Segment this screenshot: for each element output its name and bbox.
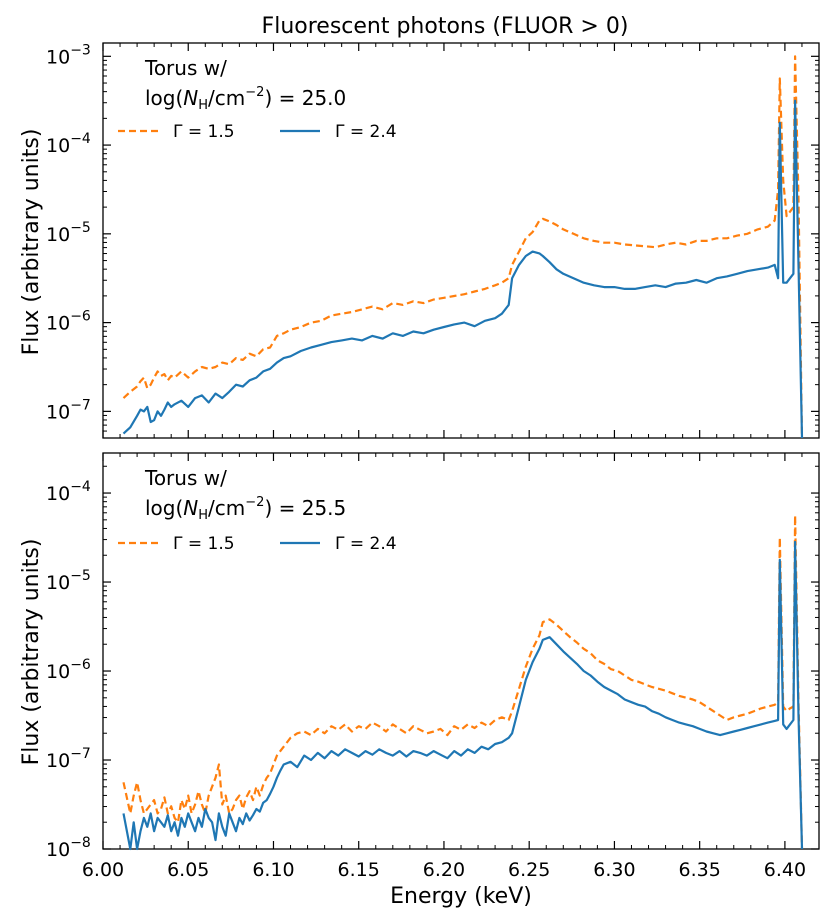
- bottom-panel-annotation: Torus w/ log(NH/cm−2) = 25.5: [144, 466, 346, 523]
- legend-label-gamma24: Γ = 2.4: [335, 534, 397, 554]
- annotation-line2: log(NH/cm−2) = 25.5: [145, 495, 346, 523]
- legend-label-gamma15: Γ = 1.5: [173, 534, 235, 554]
- legend-label-gamma15: Γ = 1.5: [173, 122, 235, 142]
- y-tick-label: 10−3: [46, 42, 91, 68]
- y-tick-label: 10−7: [46, 746, 91, 772]
- annotation-line1: Torus w/: [144, 56, 227, 80]
- series-gamma15-line: [122, 55, 804, 439]
- x-tick-label: 6.05: [167, 859, 209, 881]
- bottom-panel-lines: [122, 514, 804, 851]
- annotation-unit: /cm: [208, 86, 245, 110]
- series-gamma15-line: [122, 514, 804, 850]
- bottom-panel-legend: Γ = 1.5 Γ = 2.4: [118, 534, 397, 554]
- series-gamma24-line: [122, 99, 804, 439]
- annotation-value: ) = 25.5: [264, 496, 346, 520]
- annotation-sup: −2: [245, 85, 264, 100]
- x-tick-labels: 6.00 6.05 6.10 6.15 6.20 6.25 6.30 6.35 6.40: [82, 859, 806, 881]
- x-axis-label: Energy (keV): [390, 884, 532, 909]
- annotation-unit: /cm: [208, 496, 245, 520]
- x-tick-label: 6.40: [764, 859, 806, 881]
- top-panel-ticks: 10−7 10−6 10−5 10−4 10−3: [46, 42, 820, 438]
- x-tick-label: 6.35: [679, 859, 721, 881]
- bottom-panel-ylabel: Flux (arbitrary units): [19, 539, 44, 766]
- annotation-line1: Torus w/: [144, 466, 227, 490]
- legend-label-gamma24: Γ = 2.4: [335, 122, 397, 142]
- top-panel-annotation: Torus w/ log(NH/cm−2) = 25.0: [144, 56, 346, 113]
- top-panel-lines: [122, 55, 804, 439]
- series-gamma24-line: [122, 540, 804, 851]
- x-tick-label: 6.25: [508, 859, 550, 881]
- y-tick-label: 10−5: [46, 568, 91, 594]
- x-tick-label: 6.30: [593, 859, 635, 881]
- top-panel: 10−7 10−6 10−5 10−4 10−3 Flux (arbitrary uni…: [19, 42, 820, 439]
- annotation-sub: H: [198, 508, 208, 523]
- bottom-panel-ticks: 10−8 10−7 10−6 10−5 10−4: [46, 453, 820, 861]
- annotation-sup: −2: [245, 495, 264, 510]
- bottom-panel: 10−8 10−7 10−6 10−5 10−4 Flux (arbitrary uni…: [19, 452, 820, 861]
- y-tick-label: 10−4: [46, 479, 91, 505]
- x-tick-label: 6.15: [338, 859, 380, 881]
- x-tick-label: 6.10: [252, 859, 294, 881]
- annotation-n: N: [183, 496, 198, 520]
- chart-title: Fluorescent photons (FLUOR > 0): [262, 14, 629, 39]
- y-tick-label: 10−4: [46, 131, 91, 157]
- y-tick-label: 10−8: [46, 835, 91, 861]
- annotation-log: log(: [145, 496, 183, 520]
- annotation-log: log(: [145, 86, 183, 110]
- top-panel-legend: Γ = 1.5 Γ = 2.4: [118, 122, 397, 142]
- y-tick-label: 10−5: [46, 220, 91, 246]
- annotation-line2: log(NH/cm−2) = 25.0: [145, 85, 346, 113]
- annotation-value: ) = 25.0: [264, 86, 346, 110]
- y-tick-label: 10−7: [46, 397, 91, 423]
- y-tick-label: 10−6: [46, 657, 91, 683]
- y-tick-label: 10−6: [46, 309, 91, 335]
- top-panel-ylabel: Flux (arbitrary units): [19, 129, 44, 356]
- annotation-sub: H: [198, 98, 208, 113]
- x-tick-label: 6.00: [82, 859, 124, 881]
- annotation-n: N: [183, 86, 198, 110]
- x-tick-label: 6.20: [423, 859, 465, 881]
